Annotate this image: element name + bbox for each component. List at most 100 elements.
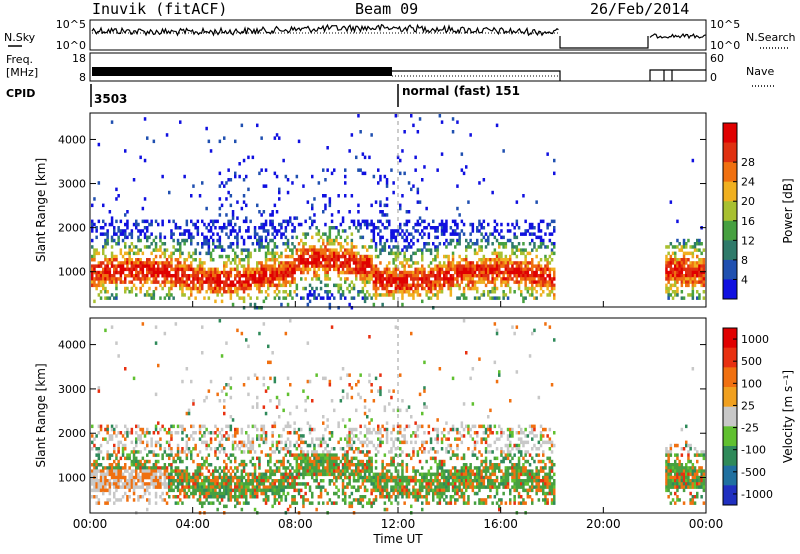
power-cell (289, 283, 292, 288)
power-cell (280, 270, 283, 275)
power-cell (491, 242, 494, 246)
power-cell (168, 270, 171, 275)
power-cell (515, 261, 519, 265)
power-cell (313, 293, 316, 297)
power-cell (194, 274, 197, 278)
power-cell (449, 286, 453, 291)
velocity-cell (282, 459, 285, 464)
velocity-cell (124, 466, 127, 470)
power-cell (414, 251, 417, 256)
velocity-cell (179, 424, 182, 429)
power-cell (150, 293, 153, 297)
power-cell (143, 117, 147, 121)
power-cell (143, 293, 147, 297)
velocity-cell (282, 466, 285, 470)
power-cell (152, 280, 156, 284)
velocity-cell (113, 501, 116, 505)
power-cell (539, 238, 543, 243)
power-cell (179, 261, 182, 265)
power-cell (401, 149, 404, 153)
power-cell (201, 242, 204, 246)
velocity-cell (223, 479, 226, 483)
power-cell (350, 254, 354, 259)
velocity-cell (289, 431, 292, 435)
velocity-cell (194, 475, 197, 480)
power-cell (139, 280, 142, 284)
velocity-cell (286, 507, 290, 512)
velocity-cell (245, 463, 248, 467)
power-cell (524, 274, 527, 278)
velocity-cell (165, 485, 169, 489)
power-cell (388, 270, 391, 275)
velocity-cell (256, 427, 259, 432)
power-cell (405, 235, 409, 240)
power-cell (467, 286, 470, 291)
velocity-cell (267, 479, 270, 483)
power-cell (214, 219, 217, 224)
velocity-cell (132, 447, 136, 451)
power-cell (396, 254, 400, 259)
velocity-cell (337, 424, 340, 429)
power-cell (484, 270, 488, 275)
power-cell (366, 261, 369, 265)
power-cell (335, 261, 338, 265)
power-cell (379, 280, 382, 284)
velocity-cell (212, 431, 215, 435)
power-cell (445, 238, 448, 243)
power-cell (443, 254, 446, 259)
power-cell (500, 229, 503, 233)
velocity-cell (216, 392, 219, 397)
power-cell (553, 219, 556, 224)
power-cell (196, 274, 200, 278)
velocity-cell (214, 431, 217, 435)
velocity-cell (251, 405, 255, 409)
power-cell (482, 254, 486, 259)
power-cell (689, 274, 692, 278)
velocity-cell (227, 498, 230, 502)
velocity-cell (361, 443, 365, 448)
power-cell (491, 232, 494, 236)
velocity-cell (179, 472, 182, 477)
velocity-cell (130, 482, 134, 486)
power-cell (361, 296, 365, 300)
power-cell (366, 258, 369, 262)
velocity-cell (190, 379, 193, 384)
cpid-label: CPID (6, 87, 35, 100)
power-cell (691, 277, 695, 281)
velocity-cell (163, 469, 167, 473)
power-cell (456, 222, 459, 227)
velocity-cell (333, 456, 336, 461)
power-cell (267, 229, 270, 233)
power-cell (300, 222, 303, 227)
velocity-cell (359, 459, 362, 464)
velocity-cell (172, 475, 175, 480)
velocity-cell (271, 431, 274, 435)
power-cell (493, 235, 497, 240)
power-cell (669, 242, 673, 246)
power-cell (91, 229, 94, 233)
power-cell (183, 267, 186, 272)
power-cell (526, 267, 530, 272)
velocity-cell (295, 469, 299, 473)
power-cell (491, 277, 494, 281)
velocity-cell (108, 434, 112, 438)
power-cell (117, 235, 120, 240)
velocity-cell (185, 485, 189, 489)
power-cell (392, 229, 395, 233)
power-cell (271, 267, 274, 272)
power-cell (227, 190, 230, 195)
velocity-cell (192, 399, 195, 403)
power-cell (286, 264, 290, 268)
velocity-cell (91, 469, 94, 473)
velocity-cell (269, 376, 272, 381)
power-cell (456, 280, 459, 284)
velocity-cell (359, 498, 362, 502)
velocity-cell (119, 472, 123, 477)
power-cell (236, 293, 239, 297)
velocity-cell (159, 479, 162, 483)
power-cell (273, 270, 277, 275)
velocity-cell (192, 475, 195, 480)
velocity-cell (157, 431, 160, 435)
power-cell (493, 270, 497, 275)
power-cell (429, 290, 433, 294)
